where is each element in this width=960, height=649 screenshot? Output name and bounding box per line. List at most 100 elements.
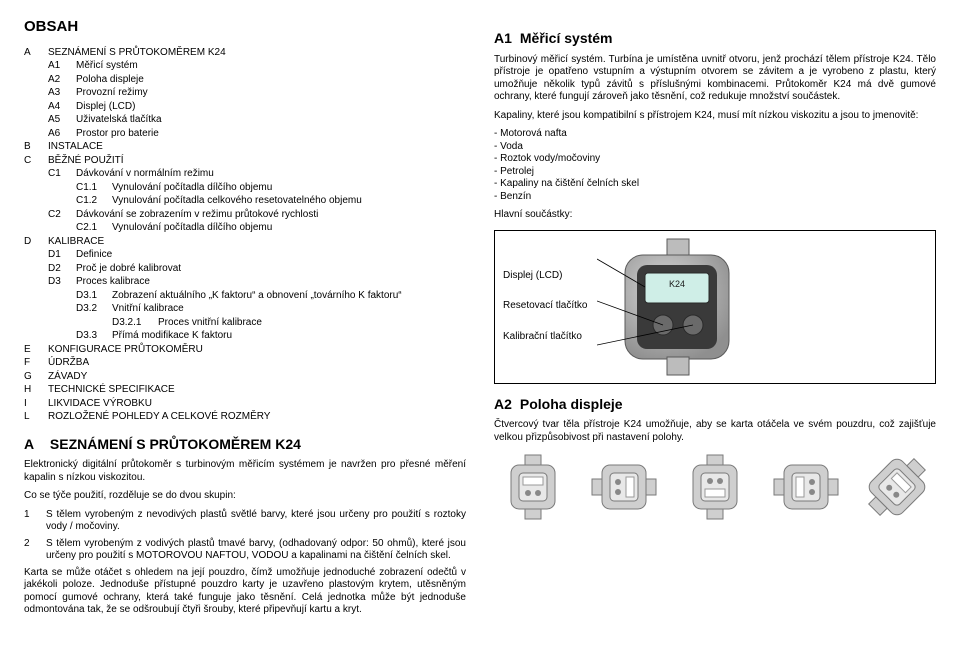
usage-item-2-text: S tělem vyrobeným z vodivých plastů tmav… [46,538,466,563]
toc-row: C1.1 Vynulování počítadla dílčího objemu [48,182,466,195]
a2-paragraph: Čtvercový tvar těla přístroje K24 umožňu… [494,419,936,444]
toc-key: D3.2.1 [112,317,152,330]
toc-row: A2 Poloha displeje [48,74,466,87]
toc-row: C1 Dávkování v normálním režimu [48,168,466,181]
toc-text: Dávkování v normálním režimu [76,168,466,181]
toc-key: A6 [48,128,70,141]
orientation-gauges [494,452,936,522]
label-display: Displej (LCD) [503,270,587,283]
label-reset-button: Resetovací tlačítko [503,300,587,313]
intro-paragraph-1: Elektronický digitální průtokoměr s turb… [24,459,466,484]
toc-row: A4 Displej (LCD) [48,101,466,114]
toc-text: Zobrazení aktuálního „K faktoru“ a obnov… [112,290,466,303]
toc-row: D3.3 Přímá modifikace K faktoru [48,330,466,343]
a1-paragraph-1: Turbinový měřicí systém. Turbína je umís… [494,54,936,104]
orientation-thumbnail [858,452,936,522]
section-a-title: SEZNÁMENÍ S PRŮTOKOMĚREM K24 [50,436,301,452]
toc-key: A5 [48,114,70,127]
toc-key: C1.1 [76,182,106,195]
toc-text: Vynulování počítadla celkového resetovat… [112,195,466,208]
toc-text: TECHNICKÉ SPECIFIKACE [48,384,466,397]
section-a1-lead: A1 [494,30,516,48]
toc-key: D1 [48,249,70,262]
liquid-item: Benzín [494,191,936,204]
orientation-thumbnail [676,452,754,522]
toc-row: D3.1 Zobrazení aktuálního „K faktoru“ a o… [48,290,466,303]
toc-key: C1 [48,168,70,181]
toc-key: C2.1 [76,222,106,235]
toc-text: Displej (LCD) [76,101,466,114]
liquid-item: Voda [494,141,936,154]
toc-text: INSTALACE [48,141,466,154]
toc-key: A3 [48,87,70,100]
section-a2-lead: A2 [494,396,516,414]
table-of-contents: ASEZNÁMENÍ S PRŮTOKOMĚREM K24A1Měřicí sy… [24,47,466,424]
intro-paragraph-3: Karta se může otáčet s ohledem na její p… [24,567,466,617]
toc-key: F [24,357,40,370]
toc-text: Proces kalibrace [76,276,466,289]
section-a1-heading: A1 Měřicí systém [494,30,936,48]
toc-key: H [24,384,40,397]
toc-text: ÚDRŽBA [48,357,466,370]
label-calibration-button: Kalibrační tlačítko [503,331,587,344]
page-title-obsah: OBSAH [24,18,466,37]
toc-key: C1.2 [76,195,106,208]
toc-row: D3.2Vnitřní kalibrace [48,303,466,316]
toc-row: C2Dávkování se zobrazením v režimu průto… [48,209,466,222]
svg-text:K24: K24 [669,279,685,289]
liquid-item: Roztok vody/močoviny [494,153,936,166]
toc-row: D3.2.1Proces vnitřní kalibrace [48,317,466,330]
section-a-heading: A SEZNÁMENÍ S PRŮTOKOMĚREM K24 [24,436,466,454]
section-a2-heading: A2 Poloha displeje [494,396,936,414]
toc-key: D3 [48,276,70,289]
toc-row: C2.1 Vynulování počítadla dílčího objemu [48,222,466,235]
toc-key: A2 [48,74,70,87]
compatible-liquids-list: Motorová naftaVodaRoztok vody/močovinyPe… [494,128,936,203]
toc-text: Poloha displeje [76,74,466,87]
usage-item-1-num: 1 [24,509,38,534]
toc-key: I [24,398,40,411]
toc-text: Provozní režimy [76,87,466,100]
a1-paragraph-3: Hlavní součástky: [494,209,936,222]
toc-key: D [24,236,40,249]
intro-paragraph-2: Co se týče použití, rozděluje se do dvou… [24,490,466,503]
toc-row: A6Prostor pro baterie [48,128,466,141]
toc-text: Vynulování počítadla dílčího objemu [112,182,466,195]
section-a2-title: Poloha displeje [520,396,623,412]
device-labels: Displej (LCD) Resetovací tlačítko Kalibr… [503,270,587,344]
toc-key: D3.2 [76,303,106,316]
toc-key: D3.3 [76,330,106,343]
toc-text: SEZNÁMENÍ S PRŮTOKOMĚREM K24 [48,47,466,60]
toc-text: KONFIGURACE PRŮTOKOMĚRU [48,344,466,357]
toc-row: A1 Měřicí systém [48,60,466,73]
section-a-lead: A [24,436,46,454]
toc-row: A5 Uživatelská tlačítka [48,114,466,127]
toc-row: A3 Provozní režimy [48,87,466,100]
device-illustration: K24 [597,237,747,377]
toc-row: D1Definice [48,249,466,262]
toc-key: E [24,344,40,357]
toc-text: ZÁVADY [48,371,466,384]
orientation-thumbnail [767,452,845,522]
toc-text: BĚŽNÉ POUŽITÍ [48,155,466,168]
toc-text: Vynulování počítadla dílčího objemu [112,222,466,235]
device-diagram-box: Displej (LCD) Resetovací tlačítko Kalibr… [494,230,936,384]
toc-key: A4 [48,101,70,114]
toc-row: C1.2 Vynulování počítadla celkového reset… [48,195,466,208]
toc-key: A1 [48,60,70,73]
toc-key: D2 [48,263,70,276]
toc-key: C2 [48,209,70,222]
liquid-item: Kapaliny na čištění čelních skel [494,178,936,191]
toc-text: KALIBRACE [48,236,466,249]
toc-key: L [24,411,40,424]
toc-text: Proč je dobré kalibrovat [76,263,466,276]
toc-text: Uživatelská tlačítka [76,114,466,127]
toc-text: Měřicí systém [76,60,466,73]
usage-item-1-text: S tělem vyrobeným z nevodivých plastů sv… [46,509,466,534]
toc-row: D2 Proč je dobré kalibrovat [48,263,466,276]
orientation-thumbnail [585,452,663,522]
toc-text: Přímá modifikace K faktoru [112,330,466,343]
toc-row: D3 Proces kalibrace [48,276,466,289]
orientation-thumbnail [494,452,572,522]
toc-key: D3.1 [76,290,106,303]
